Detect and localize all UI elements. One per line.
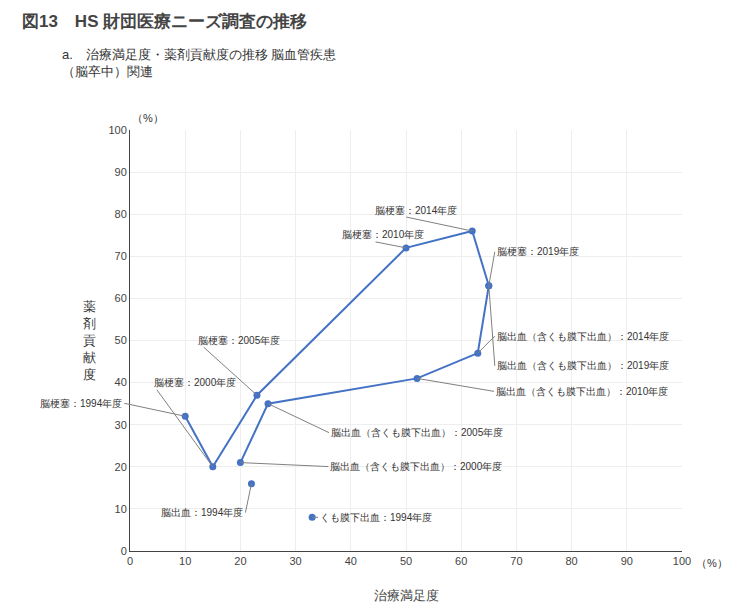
svg-text:（%）: （%） xyxy=(132,112,164,124)
svg-text:脳出血（含くも膜下出血）：2014年度: 脳出血（含くも膜下出血）：2014年度 xyxy=(497,331,669,342)
svg-text:（%）: （%） xyxy=(696,557,728,569)
svg-text:脳梗塞：1994年度: 脳梗塞：1994年度 xyxy=(40,398,122,409)
svg-text:70: 70 xyxy=(115,250,127,262)
svg-text:100: 100 xyxy=(108,124,126,136)
svg-text:60: 60 xyxy=(115,292,127,304)
svg-text:60: 60 xyxy=(455,555,467,567)
svg-text:70: 70 xyxy=(510,555,522,567)
svg-text:30: 30 xyxy=(289,555,301,567)
svg-text:10: 10 xyxy=(115,503,127,515)
svg-text:50: 50 xyxy=(115,334,127,346)
svg-text:脳出血（含くも膜下出血）：2005年度: 脳出血（含くも膜下出血）：2005年度 xyxy=(331,427,503,438)
svg-text:治療満足度: 治療満足度 xyxy=(374,588,439,603)
svg-text:脳梗塞：2014年度: 脳梗塞：2014年度 xyxy=(375,205,457,216)
svg-text:図13 HS 財団医療ニーズ調査の推移: 図13 HS 財団医療ニーズ調査の推移 xyxy=(22,12,307,31)
svg-text:脳梗塞：2010年度: 脳梗塞：2010年度 xyxy=(342,229,424,240)
svg-text:80: 80 xyxy=(115,208,127,220)
svg-text:10: 10 xyxy=(179,555,191,567)
svg-text:脳梗塞：2019年度: 脳梗塞：2019年度 xyxy=(497,246,579,257)
svg-text:0: 0 xyxy=(121,545,127,557)
svg-text:80: 80 xyxy=(565,555,577,567)
svg-text:50: 50 xyxy=(400,555,412,567)
svg-text:0: 0 xyxy=(127,555,133,567)
svg-text:20: 20 xyxy=(115,461,127,473)
svg-text:100: 100 xyxy=(673,555,691,567)
svg-text:40: 40 xyxy=(115,376,127,388)
svg-text:90: 90 xyxy=(621,555,633,567)
svg-text:脳出血（含くも膜下出血）：2019年度: 脳出血（含くも膜下出血）：2019年度 xyxy=(497,360,669,371)
svg-text:脳梗塞：2000年度: 脳梗塞：2000年度 xyxy=(154,377,236,388)
svg-text:脳出血：1994年度: 脳出血：1994年度 xyxy=(161,507,243,518)
svg-text:40: 40 xyxy=(345,555,357,567)
svg-text:薬剤貢献度: 薬剤貢献度 xyxy=(83,299,96,382)
svg-text:脳出血（含くも膜下出血）：2010年度: 脳出血（含くも膜下出血）：2010年度 xyxy=(496,386,668,397)
svg-text:脳出血（含くも膜下出血）：2000年度: 脳出血（含くも膜下出血）：2000年度 xyxy=(330,461,502,472)
svg-text:30: 30 xyxy=(115,419,127,431)
svg-text:20: 20 xyxy=(234,555,246,567)
svg-text:くも膜下出血：1994年度: くも膜下出血：1994年度 xyxy=(320,512,432,523)
svg-text:a. 治療満足度・薬剤貢献度の推移 脳血管疾患（脳卒中）関連: a. 治療満足度・薬剤貢献度の推移 脳血管疾患（脳卒中）関連 xyxy=(62,47,336,79)
svg-text:脳梗塞：2005年度: 脳梗塞：2005年度 xyxy=(198,335,280,346)
svg-text:90: 90 xyxy=(115,166,127,178)
